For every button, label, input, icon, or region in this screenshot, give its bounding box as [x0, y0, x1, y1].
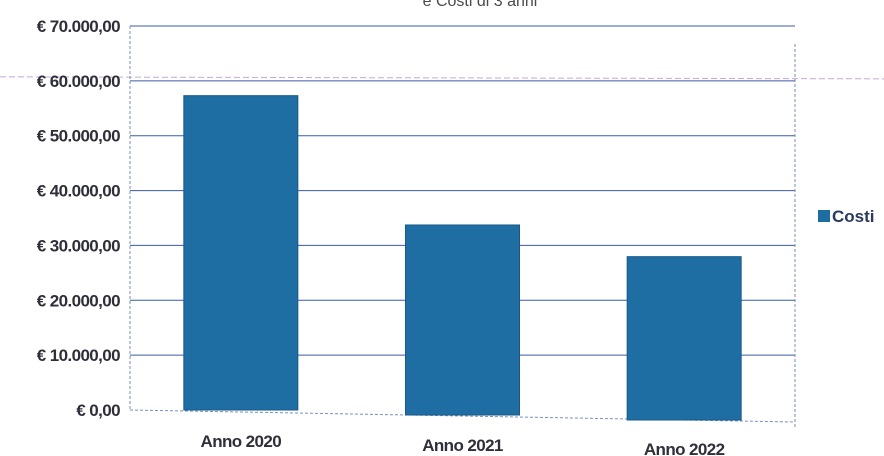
legend-label-costi: Costi	[832, 207, 875, 226]
y-tick-label: € 20.000,00	[37, 291, 120, 310]
y-tick-label: € 40.000,00	[37, 182, 120, 201]
scan-artifact-line	[0, 76, 884, 80]
bar	[405, 224, 520, 416]
y-tick-label: € 50.000,00	[37, 127, 120, 146]
y-axis-tick-labels: € 0,00 € 10.000,00 € 20.000,00 € 30.000,00 €…	[37, 17, 121, 420]
x-axis-category-labels: Anno 2020 Anno 2021 Anno 2022	[201, 432, 726, 456]
legend-swatch-costi	[818, 210, 830, 222]
bar	[626, 256, 742, 421]
x-category-label: Anno 2021	[422, 436, 503, 455]
y-tick-label: € 60.000,00	[37, 72, 120, 91]
y-tick-label: € 30.000,00	[37, 236, 120, 255]
x-category-label: Anno 2020	[201, 432, 282, 451]
bars	[183, 95, 742, 421]
chart-title: e Costi di 3 anni	[423, 0, 538, 10]
x-axis-line	[129, 409, 796, 423]
x-category-label: Anno 2022	[644, 440, 725, 456]
y-tick-label: € 70.000,00	[37, 17, 120, 36]
axes	[129, 26, 796, 428]
y-tick-label: € 10.000,00	[37, 346, 120, 365]
y-tick-label: € 0,00	[76, 401, 120, 420]
legend: Costi	[818, 207, 875, 226]
bar	[183, 95, 299, 411]
